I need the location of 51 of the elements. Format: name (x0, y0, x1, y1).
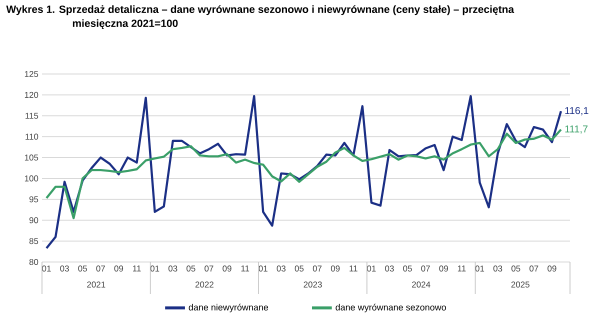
chart-title: Wykres 1. Sprzedaż detaliczna – dane wyrównane sezonowo i niewyrównane (ceny stałe) – przeciętna miesięczna 2021=100 (6, 5, 514, 29)
text: 2022 (195, 282, 214, 288)
x-tick-label: 05 (186, 266, 196, 272)
x-tick-label: 03 (493, 266, 502, 272)
data-label: 116,1 (565, 107, 588, 116)
y-tick-label: 125 (24, 70, 38, 78)
x-tick-label: 03 (385, 266, 394, 272)
y-tick-label: 100 (24, 175, 38, 182)
x-tick-label: 09 (222, 266, 232, 272)
x-tick-label: 09 (439, 266, 448, 272)
x-tick-label: 11 (458, 266, 466, 272)
x-tick-label: 09 (548, 266, 556, 272)
x-tick-label: 07 (530, 266, 538, 272)
x-tick-label: 11 (350, 266, 358, 272)
x-tick-label: 03 (168, 266, 178, 272)
x-tick-label: 03 (60, 266, 69, 272)
x-tick-label: 07 (421, 266, 430, 272)
x-tick-label: 05 (294, 266, 304, 272)
y-tick-label: 80 (29, 258, 38, 266)
text: 2025 (511, 282, 530, 288)
x-tick-label: 11 (133, 266, 141, 272)
y-tick-label: 90 (29, 217, 38, 224)
x-tick-label: 09 (330, 266, 340, 272)
x-tick-label: 07 (312, 266, 322, 272)
text: 2023 (304, 282, 322, 288)
y-tick-label: 95 (29, 196, 38, 202)
line-series (45, 128, 562, 220)
line-series (45, 95, 562, 250)
x-tick-label: 05 (78, 266, 87, 272)
x-tick-label: 07 (204, 266, 214, 272)
x-tick-label: 01 (475, 266, 484, 272)
x-tick-label: 05 (403, 266, 412, 272)
x-tick-label: 01 (150, 266, 160, 272)
x-tick-label: 11 (241, 266, 250, 272)
y-tick-label: 85 (29, 238, 38, 244)
y-tick-label: 115 (26, 112, 38, 119)
x-tick-label: 03 (276, 266, 286, 272)
text: 2024 (412, 282, 430, 288)
x-tick-label: 01 (258, 266, 268, 272)
x-tick-label: 07 (96, 266, 105, 272)
x-tick-label: 01 (367, 266, 376, 272)
y-tick-label: 105 (24, 154, 38, 161)
legend-label: dane wyrównane sezonowo (336, 304, 446, 312)
legend-label: dane niewyrównane (188, 304, 268, 312)
x-tick-label: 09 (114, 266, 124, 272)
data-label: 111,7 (565, 125, 588, 134)
text: 2021 (87, 282, 106, 288)
y-tick-label: 110 (26, 134, 38, 140)
y-tick-label: 120 (24, 92, 38, 98)
x-tick-label: 05 (511, 266, 520, 272)
x-tick-label: 01 (42, 266, 51, 272)
